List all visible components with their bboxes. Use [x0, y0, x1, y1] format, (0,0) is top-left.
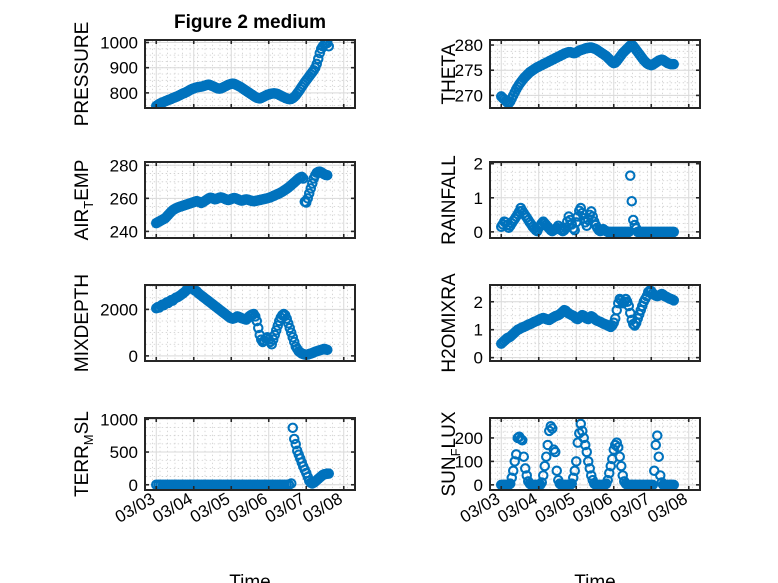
- ytick-label: 200: [455, 429, 483, 448]
- ylabel-rainfall: RAINFALL: [439, 155, 460, 245]
- xlabel: Time: [229, 572, 271, 583]
- ytick-label: 2000: [100, 300, 138, 319]
- xtick-label: 03/05: [187, 489, 233, 527]
- ytick-label: 0: [474, 476, 483, 495]
- axes-box: [144, 161, 356, 239]
- ylabel-pressure: PRESSURE: [72, 22, 93, 127]
- tick-marks: [145, 162, 355, 238]
- xtick-label: 03/04: [494, 489, 540, 527]
- tick-marks: [145, 285, 355, 361]
- xtick-label: 03/05: [532, 489, 578, 527]
- ytick-label: 1000: [100, 410, 138, 429]
- xlabel: Time: [574, 572, 616, 583]
- xtick-label: 03/07: [262, 489, 308, 527]
- panel-air_temp: 240 260 280 AIRTEMP: [72, 156, 356, 241]
- tick-marks: [145, 418, 355, 490]
- axes-box: [144, 417, 356, 491]
- ytick-label: 1000: [100, 34, 138, 53]
- tick-marks: [145, 40, 355, 108]
- axes-box: [489, 417, 701, 491]
- ytick-label: 260: [110, 189, 138, 208]
- ytick-label: 900: [110, 59, 138, 78]
- ytick-label: 100: [455, 452, 483, 471]
- xtick-label: 03/08: [644, 489, 690, 527]
- ytick-label: 0: [474, 223, 483, 242]
- xtick-label: 03/06: [224, 489, 270, 527]
- ylabel-sun_flux: SUNFLUX: [439, 411, 463, 496]
- ylabel-h2omixra: H2OMIXRA: [439, 273, 460, 373]
- ytick-label: 280: [455, 36, 483, 55]
- ytick-label: 240: [110, 222, 138, 241]
- ytick-label: 0: [474, 349, 483, 368]
- panel-rainfall: 0 1 2 RAINFALL: [439, 155, 701, 245]
- tick-marks: [490, 162, 700, 238]
- ylabel-mixdepth: MIXDEPTH: [72, 274, 93, 372]
- ytick-label: 0: [129, 476, 138, 495]
- panel-pressure: 800 900 1000 PRESSURE: [72, 22, 356, 127]
- data-markers: [495, 285, 679, 349]
- data-markers: [151, 166, 333, 229]
- xtick-label: 03/07: [607, 489, 653, 527]
- xtick-label: 03/04: [149, 489, 195, 527]
- ytick-label: 2: [474, 293, 483, 312]
- ytick-label: 0: [129, 347, 138, 366]
- axes-box: [489, 39, 701, 109]
- axes-box: [489, 284, 701, 362]
- axes-box: [489, 161, 701, 239]
- xtick-label: 03/06: [569, 489, 615, 527]
- ytick-label: 1: [474, 189, 483, 208]
- tick-marks: [490, 418, 700, 490]
- ytick-label: 2: [474, 155, 483, 174]
- major-grid: [145, 285, 355, 361]
- tick-marks: [490, 285, 700, 361]
- ytick-label: 280: [110, 156, 138, 175]
- data-markers: [495, 39, 679, 109]
- data-markers: [151, 284, 333, 360]
- data-markers: [495, 170, 679, 238]
- ytick-label: 270: [455, 86, 483, 105]
- data-markers: [151, 422, 334, 491]
- ylabel-theta: THETA: [439, 43, 460, 104]
- ytick-label: 800: [110, 84, 138, 103]
- ytick-label: 1: [474, 321, 483, 340]
- ytick-label: 275: [455, 61, 483, 80]
- axes-box: [144, 39, 356, 109]
- ytick-label: 500: [110, 443, 138, 462]
- xtick-label: 03/08: [299, 489, 345, 527]
- ylabel-terr_msl: TERRMSL: [72, 411, 96, 497]
- panel-h2omixra: 0 1 2 H2OMIXRA: [439, 273, 701, 373]
- panel-mixdepth: 0 2000 MIXDEPTH: [72, 274, 356, 372]
- ylabel-air_temp: AIRTEMP: [72, 160, 96, 241]
- figure-title: Figure 2 medium: [174, 12, 326, 33]
- axes-box: [144, 284, 356, 362]
- data-markers: [151, 39, 334, 109]
- tick-marks: [490, 40, 700, 108]
